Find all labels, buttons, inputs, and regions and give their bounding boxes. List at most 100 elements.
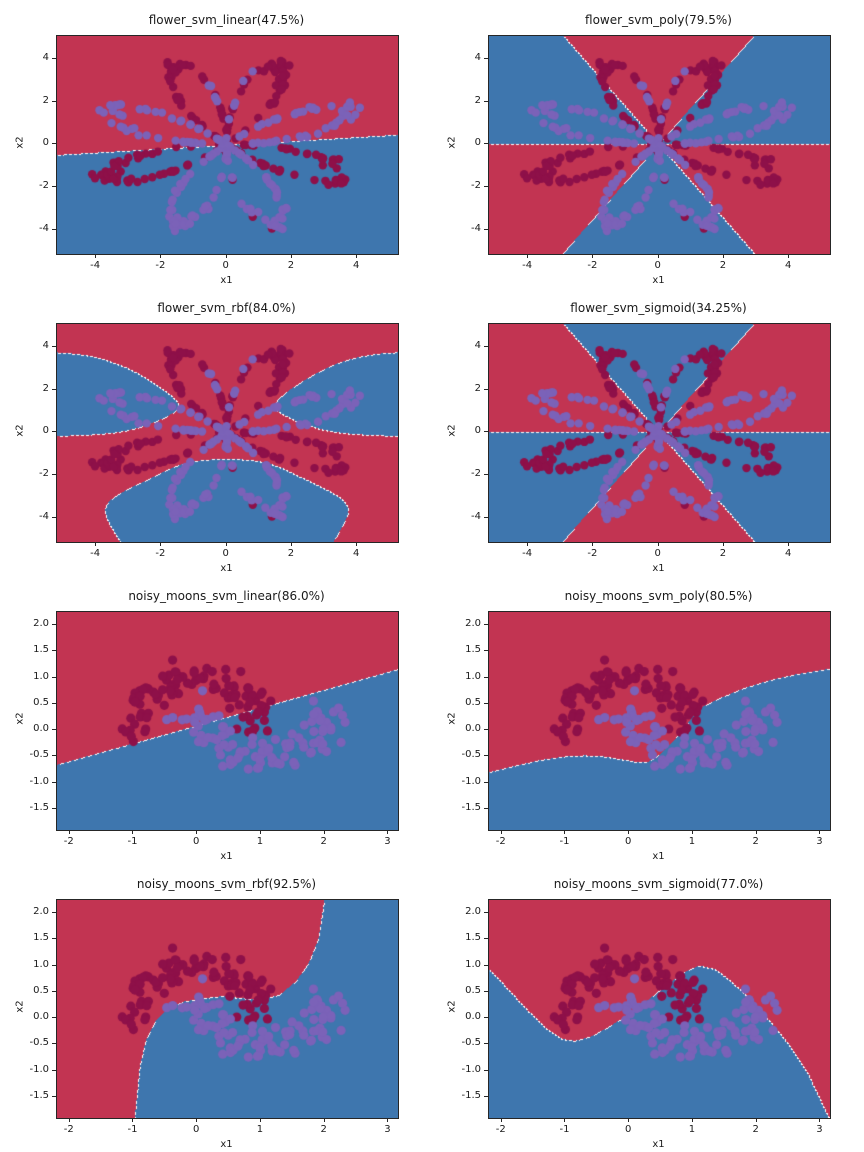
y-tick-label: 0.5 — [465, 696, 481, 708]
x-tick-label: -2 — [63, 1124, 74, 1135]
y-axis-label: x2 — [446, 1000, 458, 1013]
x-tick-mark — [691, 830, 693, 834]
x-tick-label: 4 — [353, 548, 360, 559]
decision-region-canvas — [489, 36, 830, 254]
x-axis-label: x1 — [220, 275, 233, 286]
x-tick-mark — [628, 1118, 630, 1122]
y-tick-label: 2.0 — [465, 618, 481, 630]
subplot-flower-rbf: flower_svm_rbf(84.0%) -4 -2 0 2 4 4 2 0 -2 -4 x1 x2 — [0, 288, 432, 576]
x-axis-label: x1 — [652, 563, 665, 574]
x-tick-label: 3 — [816, 836, 823, 847]
x-tick-mark — [160, 542, 162, 546]
y-axis-label: x2 — [446, 712, 458, 725]
y-tick-mark — [484, 807, 488, 809]
y-tick-label: -0.5 — [461, 1037, 481, 1049]
y-tick-label: 0.0 — [465, 1011, 481, 1023]
plot-title: flower_svm_poly(79.5%) — [585, 13, 732, 27]
subplot-flower-linear: flower_svm_linear(47.5%) -4 -2 0 2 4 4 2 0 -2 -4 x1… — [0, 0, 432, 288]
x-tick-label: 4 — [785, 260, 792, 271]
y-tick-mark — [52, 650, 56, 652]
x-tick-label: 0 — [654, 260, 661, 271]
x-tick-label: -4 — [522, 260, 533, 271]
y-tick-label: 1.0 — [465, 670, 481, 682]
y-tick-label: 1.0 — [33, 958, 49, 970]
y-tick-mark — [52, 100, 56, 102]
y-tick-label: -1.5 — [29, 1089, 49, 1101]
x-tick-label: 2 — [752, 836, 759, 847]
y-tick-mark — [484, 517, 488, 519]
y-tick-mark — [52, 702, 56, 704]
y-tick-label: -1.0 — [461, 775, 481, 787]
x-axis-label: x1 — [652, 851, 665, 862]
x-tick-mark — [788, 254, 790, 258]
x-tick-mark — [356, 254, 358, 258]
y-tick-mark — [52, 474, 56, 476]
y-tick-label: -1.5 — [29, 801, 49, 813]
plot-title: noisy_moons_svm_linear(86.0%) — [128, 589, 325, 603]
y-tick-label: -2 — [471, 180, 481, 192]
decision-region-canvas — [489, 900, 830, 1118]
x-tick-mark — [196, 830, 198, 834]
x-tick-mark — [196, 1118, 198, 1122]
x-tick-mark — [500, 1118, 502, 1122]
plot-title: noisy_moons_svm_rbf(92.5%) — [136, 877, 317, 891]
x-tick-label: 2 — [752, 1124, 759, 1135]
plot-area — [488, 899, 831, 1119]
x-tick-label: 0 — [193, 836, 200, 847]
subplot-flower-poly: flower_svm_poly(79.5%) -4 -2 0 2 4 4 2 0 -2 -4 x1 x2 — [432, 0, 864, 288]
x-tick-mark — [259, 830, 261, 834]
plot-title: noisy_moons_svm_sigmoid(77.0%) — [553, 877, 764, 891]
y-tick-label: 1.5 — [33, 932, 49, 944]
y-tick-label: 2 — [42, 94, 49, 106]
x-axis-label: x1 — [652, 275, 665, 286]
x-tick-mark — [132, 1118, 134, 1122]
x-axis-label: x1 — [220, 851, 233, 862]
y-tick-label: 2 — [474, 382, 481, 394]
y-tick-label: 0.5 — [33, 696, 49, 708]
x-tick-mark — [160, 254, 162, 258]
y-tick-label: 0.0 — [465, 723, 481, 735]
x-tick-mark — [722, 542, 724, 546]
y-tick-mark — [52, 912, 56, 914]
y-axis-label: x2 — [446, 136, 458, 149]
y-tick-mark — [52, 143, 56, 145]
x-tick-mark — [564, 1118, 566, 1122]
y-tick-mark — [52, 964, 56, 966]
x-tick-label: -2 — [155, 260, 166, 271]
y-tick-mark — [484, 964, 488, 966]
y-tick-label: -2 — [471, 468, 481, 480]
decision-region-canvas — [57, 36, 398, 254]
x-tick-mark — [788, 542, 790, 546]
y-tick-mark — [484, 229, 488, 231]
x-tick-mark — [527, 254, 529, 258]
y-tick-mark — [52, 1069, 56, 1071]
decision-region-canvas — [57, 324, 398, 542]
plot-title: flower_svm_linear(47.5%) — [148, 13, 305, 27]
y-tick-mark — [484, 474, 488, 476]
y-tick-label: -2 — [39, 180, 49, 192]
y-tick-label: 1.0 — [33, 670, 49, 682]
x-tick-mark — [259, 1118, 261, 1122]
y-tick-mark — [52, 624, 56, 626]
y-tick-label: -4 — [39, 511, 49, 523]
decision-region-canvas — [489, 612, 830, 830]
x-tick-mark — [356, 542, 358, 546]
y-tick-mark — [484, 345, 488, 347]
x-tick-mark — [323, 830, 325, 834]
y-tick-mark — [52, 755, 56, 757]
x-tick-label: 3 — [384, 1124, 391, 1135]
y-axis-label: x2 — [14, 136, 26, 149]
x-tick-mark — [225, 254, 227, 258]
y-tick-label: -2 — [39, 468, 49, 480]
x-tick-label: 1 — [256, 836, 264, 847]
x-tick-mark — [564, 830, 566, 834]
y-tick-mark — [484, 1095, 488, 1097]
plot-area — [56, 323, 399, 543]
x-tick-label: -4 — [522, 548, 533, 559]
x-axis-label: x1 — [220, 1139, 233, 1150]
y-tick-mark — [484, 1069, 488, 1071]
x-tick-label: -1 — [559, 1124, 570, 1135]
plot-title: flower_svm_sigmoid(34.25%) — [570, 301, 747, 315]
x-tick-label: -1 — [559, 836, 570, 847]
x-tick-mark — [592, 254, 594, 258]
